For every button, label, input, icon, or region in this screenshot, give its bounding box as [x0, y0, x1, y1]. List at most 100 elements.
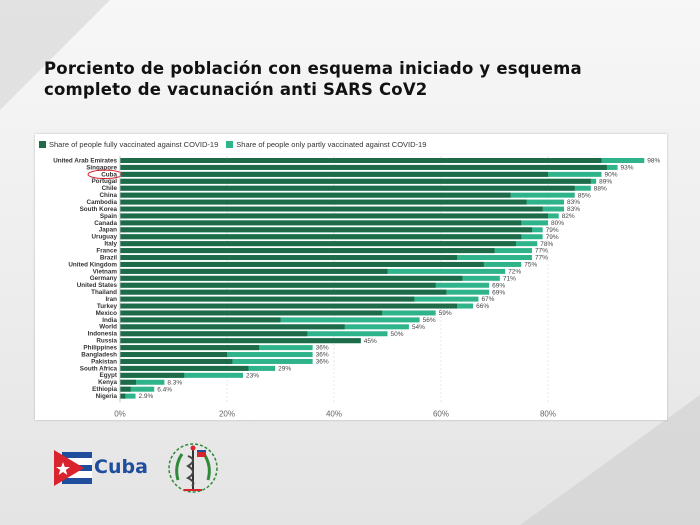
category-label: Italy: [104, 241, 117, 248]
category-label: Germany: [90, 275, 118, 282]
bar-fully: [120, 386, 131, 392]
bar-fully: [120, 234, 522, 240]
category-label: United States: [77, 282, 118, 289]
category-label: Egypt: [100, 372, 118, 379]
value-label: 69%: [492, 289, 505, 296]
legend-item-partly: Share of people only partly vaccinated a…: [226, 140, 426, 149]
category-label: Ethiopia: [92, 386, 117, 393]
bar-fully: [120, 331, 308, 337]
x-tick-label: 40%: [326, 410, 342, 419]
category-label: South Korea: [80, 206, 118, 213]
bar-fully: [120, 289, 447, 295]
category-label: World: [99, 324, 117, 331]
category-label: Brazil: [100, 254, 117, 261]
bar-partly: [120, 386, 155, 392]
bar-fully: [120, 248, 495, 254]
value-label: 36%: [316, 359, 329, 366]
decorative-corner-top-left: [0, 0, 110, 110]
category-label: Bangladesh: [81, 351, 117, 358]
category-label: Spain: [100, 213, 117, 220]
category-label: Russia: [96, 338, 117, 345]
category-label: Nigeria: [96, 393, 118, 400]
value-label: 79%: [546, 234, 559, 241]
value-label: 77%: [535, 255, 548, 262]
slide-title: Porciento de población con esquema inici…: [44, 59, 582, 99]
category-label: United Kingdom: [68, 261, 117, 268]
bar-fully: [120, 303, 458, 309]
cuba-logo: Cuba: [54, 448, 154, 488]
value-label: 45%: [364, 338, 377, 345]
bar-fully: [120, 365, 249, 371]
category-label: Cambodia: [87, 199, 118, 206]
value-label: 93%: [621, 165, 634, 172]
category-label: Japan: [99, 227, 117, 234]
value-label: 50%: [391, 331, 404, 338]
bar-fully: [120, 192, 511, 198]
category-label: United Arab Emirates: [53, 157, 117, 164]
value-label: 29%: [278, 366, 291, 373]
category-label: France: [96, 247, 117, 254]
bar-fully: [120, 171, 548, 177]
value-label: 8.3%: [167, 379, 182, 386]
bar-fully: [120, 379, 137, 385]
value-label: 83%: [567, 199, 580, 206]
legend-label-partly: Share of people only partly vaccinated a…: [236, 139, 427, 149]
legend-swatch-partly: [226, 140, 234, 148]
category-label: Canada: [94, 220, 117, 227]
value-label: 78%: [540, 241, 553, 248]
chart-legend: Share of people fully vaccinated against…: [39, 138, 426, 150]
category-label: Vietnam: [93, 268, 118, 275]
value-label: 67%: [481, 296, 494, 303]
bar-fully: [120, 227, 532, 233]
cuba-flag-triangle-icon: [54, 450, 92, 486]
bar-fully: [120, 345, 260, 351]
legend-swatch-fully: [39, 140, 46, 148]
legend-item-fully: Share of people fully vaccinated against…: [39, 140, 218, 149]
cuba-logo-text: Cuba: [94, 456, 148, 478]
bar-fully: [120, 310, 383, 316]
value-label: 77%: [535, 248, 548, 255]
bar-fully: [120, 372, 185, 378]
value-label: 90%: [605, 171, 618, 178]
value-label: 59%: [439, 310, 452, 317]
bar-fully: [120, 158, 602, 163]
x-tick-label: 80%: [540, 410, 556, 419]
value-label: 23%: [246, 372, 259, 379]
bar-fully: [120, 178, 591, 184]
chart-card: Share of people fully vaccinated against…: [35, 134, 667, 420]
legend-label-fully: Share of people fully vaccinated against…: [49, 139, 219, 149]
bar-partly: [120, 393, 136, 399]
category-label: South Africa: [80, 365, 118, 372]
bar-fully: [120, 393, 126, 399]
value-label: 69%: [492, 282, 505, 289]
bar-fully: [120, 358, 233, 364]
value-label: 98%: [647, 158, 660, 165]
value-label: 36%: [316, 345, 329, 352]
x-tick-label: 0%: [114, 410, 126, 419]
category-label: Pakistan: [91, 358, 117, 365]
category-label: Singapore: [86, 164, 117, 171]
bar-fully: [120, 213, 548, 219]
value-label: 82%: [562, 213, 575, 220]
category-label: Chile: [102, 185, 118, 192]
bar-fully: [120, 352, 227, 358]
category-label: Kenya: [98, 379, 117, 386]
value-label: 2.9%: [139, 393, 154, 400]
bar-fully: [120, 241, 516, 247]
bar-fully: [120, 282, 436, 288]
x-tick-label: 20%: [219, 410, 235, 419]
x-tick-label: 60%: [433, 410, 449, 419]
medical-emblem-icon: [168, 443, 218, 493]
bar-fully: [120, 185, 575, 191]
category-label: India: [102, 317, 117, 324]
bar-fully: [120, 317, 281, 323]
bar-partly: [120, 379, 165, 385]
bar-fully: [120, 296, 415, 302]
bar-fully: [120, 338, 361, 344]
bar-fully: [120, 199, 527, 205]
highlight-circle: [87, 169, 123, 180]
value-label: 79%: [546, 227, 559, 234]
category-label: Iran: [105, 296, 117, 303]
bar-fully: [120, 164, 607, 170]
value-label: 85%: [578, 192, 591, 199]
